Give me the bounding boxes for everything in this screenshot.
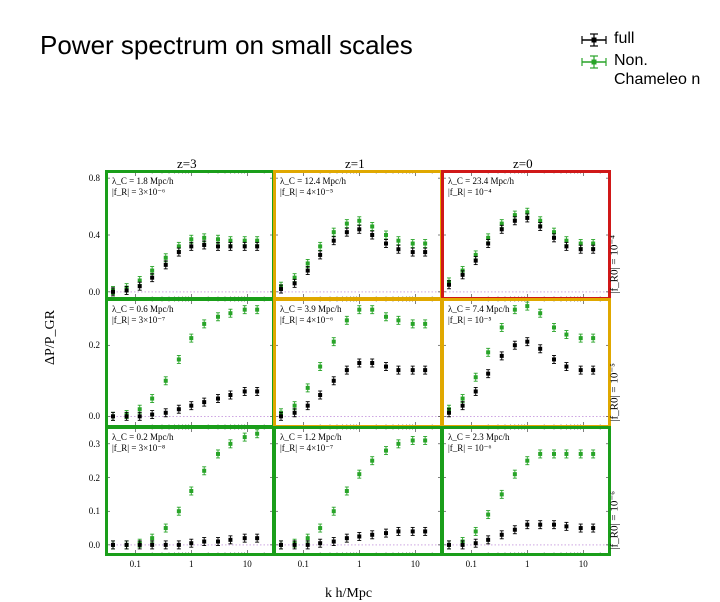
panel: λ_C = 0.2 Mpc/h|f_R| = 3×10⁻⁸ [106, 427, 274, 555]
x-tick-label: 0.1 [130, 559, 141, 569]
legend-marker-nc [580, 55, 608, 69]
x-tick-label: 10 [243, 559, 252, 569]
panel: λ_C = 1.2 Mpc/h|f_R| = 4×10⁻⁷ [274, 427, 442, 555]
y-axis-label: ΔP/P_GR [43, 310, 59, 365]
figure: ΔP/P_GR k h/Mpc λ_C = 1.8 Mpc/h|f_R| = 3… [35, 80, 573, 510]
y-tick-label: 0.0 [70, 287, 100, 297]
page-title: Power spectrum on small scales [40, 30, 413, 61]
legend-item-nc: Non. Chameleo n [580, 52, 710, 89]
col-head: z=3 [177, 156, 197, 172]
x-tick-label: 0.1 [298, 559, 309, 569]
x-tick-label: 1 [357, 559, 362, 569]
panel-annotation: λ_C = 3.9 Mpc/h|f_R| = 4×10⁻⁶ [280, 304, 341, 327]
panel: λ_C = 2.3 Mpc/h|f_R| = 10⁻⁶ [442, 427, 610, 555]
y-tick-label: 0.2 [70, 340, 100, 350]
y-tick-label: 0.1 [70, 506, 100, 516]
legend-label-nc: Non. Chameleo n [614, 52, 710, 89]
panel: λ_C = 0.6 Mpc/h|f_R| = 3×10⁻⁷ [106, 299, 274, 427]
panel-annotation: λ_C = 0.6 Mpc/h|f_R| = 3×10⁻⁷ [112, 304, 173, 327]
y-tick-label: 0.2 [70, 473, 100, 483]
row-right-label: |f_R0| = 10⁻⁴ [608, 235, 621, 294]
panel: λ_C = 1.8 Mpc/h|f_R| = 3×10⁻⁶ [106, 171, 274, 299]
panel-annotation: λ_C = 12.4 Mpc/h|f_R| = 4×10⁻⁵ [280, 176, 346, 199]
legend-marker-full [580, 33, 608, 47]
x-axis-label: k h/Mpc [325, 586, 372, 602]
y-tick-label: 0.4 [70, 230, 100, 240]
y-tick-label: 0.3 [70, 439, 100, 449]
panel-annotation: λ_C = 1.8 Mpc/h|f_R| = 3×10⁻⁶ [112, 176, 173, 199]
panel: λ_C = 7.4 Mpc/h|f_R| = 10⁻⁵ [442, 299, 610, 427]
row-right-label: |f_R0| = 10⁻⁶ [608, 491, 621, 550]
x-tick-label: 0.1 [466, 559, 477, 569]
panel: λ_C = 3.9 Mpc/h|f_R| = 4×10⁻⁶ [274, 299, 442, 427]
panel-annotation: λ_C = 1.2 Mpc/h|f_R| = 4×10⁻⁷ [280, 432, 341, 455]
panel-annotation: λ_C = 7.4 Mpc/h|f_R| = 10⁻⁵ [448, 304, 509, 327]
panel: λ_C = 23.4 Mpc/h|f_R| = 10⁻⁴ [442, 171, 610, 299]
panel-annotation: λ_C = 2.3 Mpc/h|f_R| = 10⁻⁶ [448, 432, 509, 455]
y-tick-label: 0.0 [70, 411, 100, 421]
panel-grid: λ_C = 1.8 Mpc/h|f_R| = 3×10⁻⁶0.00.40.8λ_… [105, 170, 609, 554]
col-head: z=0 [513, 156, 533, 172]
x-tick-label: 10 [411, 559, 420, 569]
x-tick-label: 10 [579, 559, 588, 569]
y-tick-label: 0.0 [70, 540, 100, 550]
x-tick-label: 1 [189, 559, 194, 569]
panel: λ_C = 12.4 Mpc/h|f_R| = 4×10⁻⁵ [274, 171, 442, 299]
col-head: z=1 [345, 156, 365, 172]
legend-label-full: full [614, 30, 634, 48]
legend-item-full: full [580, 30, 710, 48]
x-tick-label: 1 [525, 559, 530, 569]
y-tick-label: 0.8 [70, 173, 100, 183]
panel-annotation: λ_C = 0.2 Mpc/h|f_R| = 3×10⁻⁸ [112, 432, 173, 455]
legend: full Non. Chameleo n [580, 30, 710, 93]
panel-annotation: λ_C = 23.4 Mpc/h|f_R| = 10⁻⁴ [448, 176, 514, 199]
row-right-label: |f_R0| = 10⁻⁵ [608, 363, 621, 422]
